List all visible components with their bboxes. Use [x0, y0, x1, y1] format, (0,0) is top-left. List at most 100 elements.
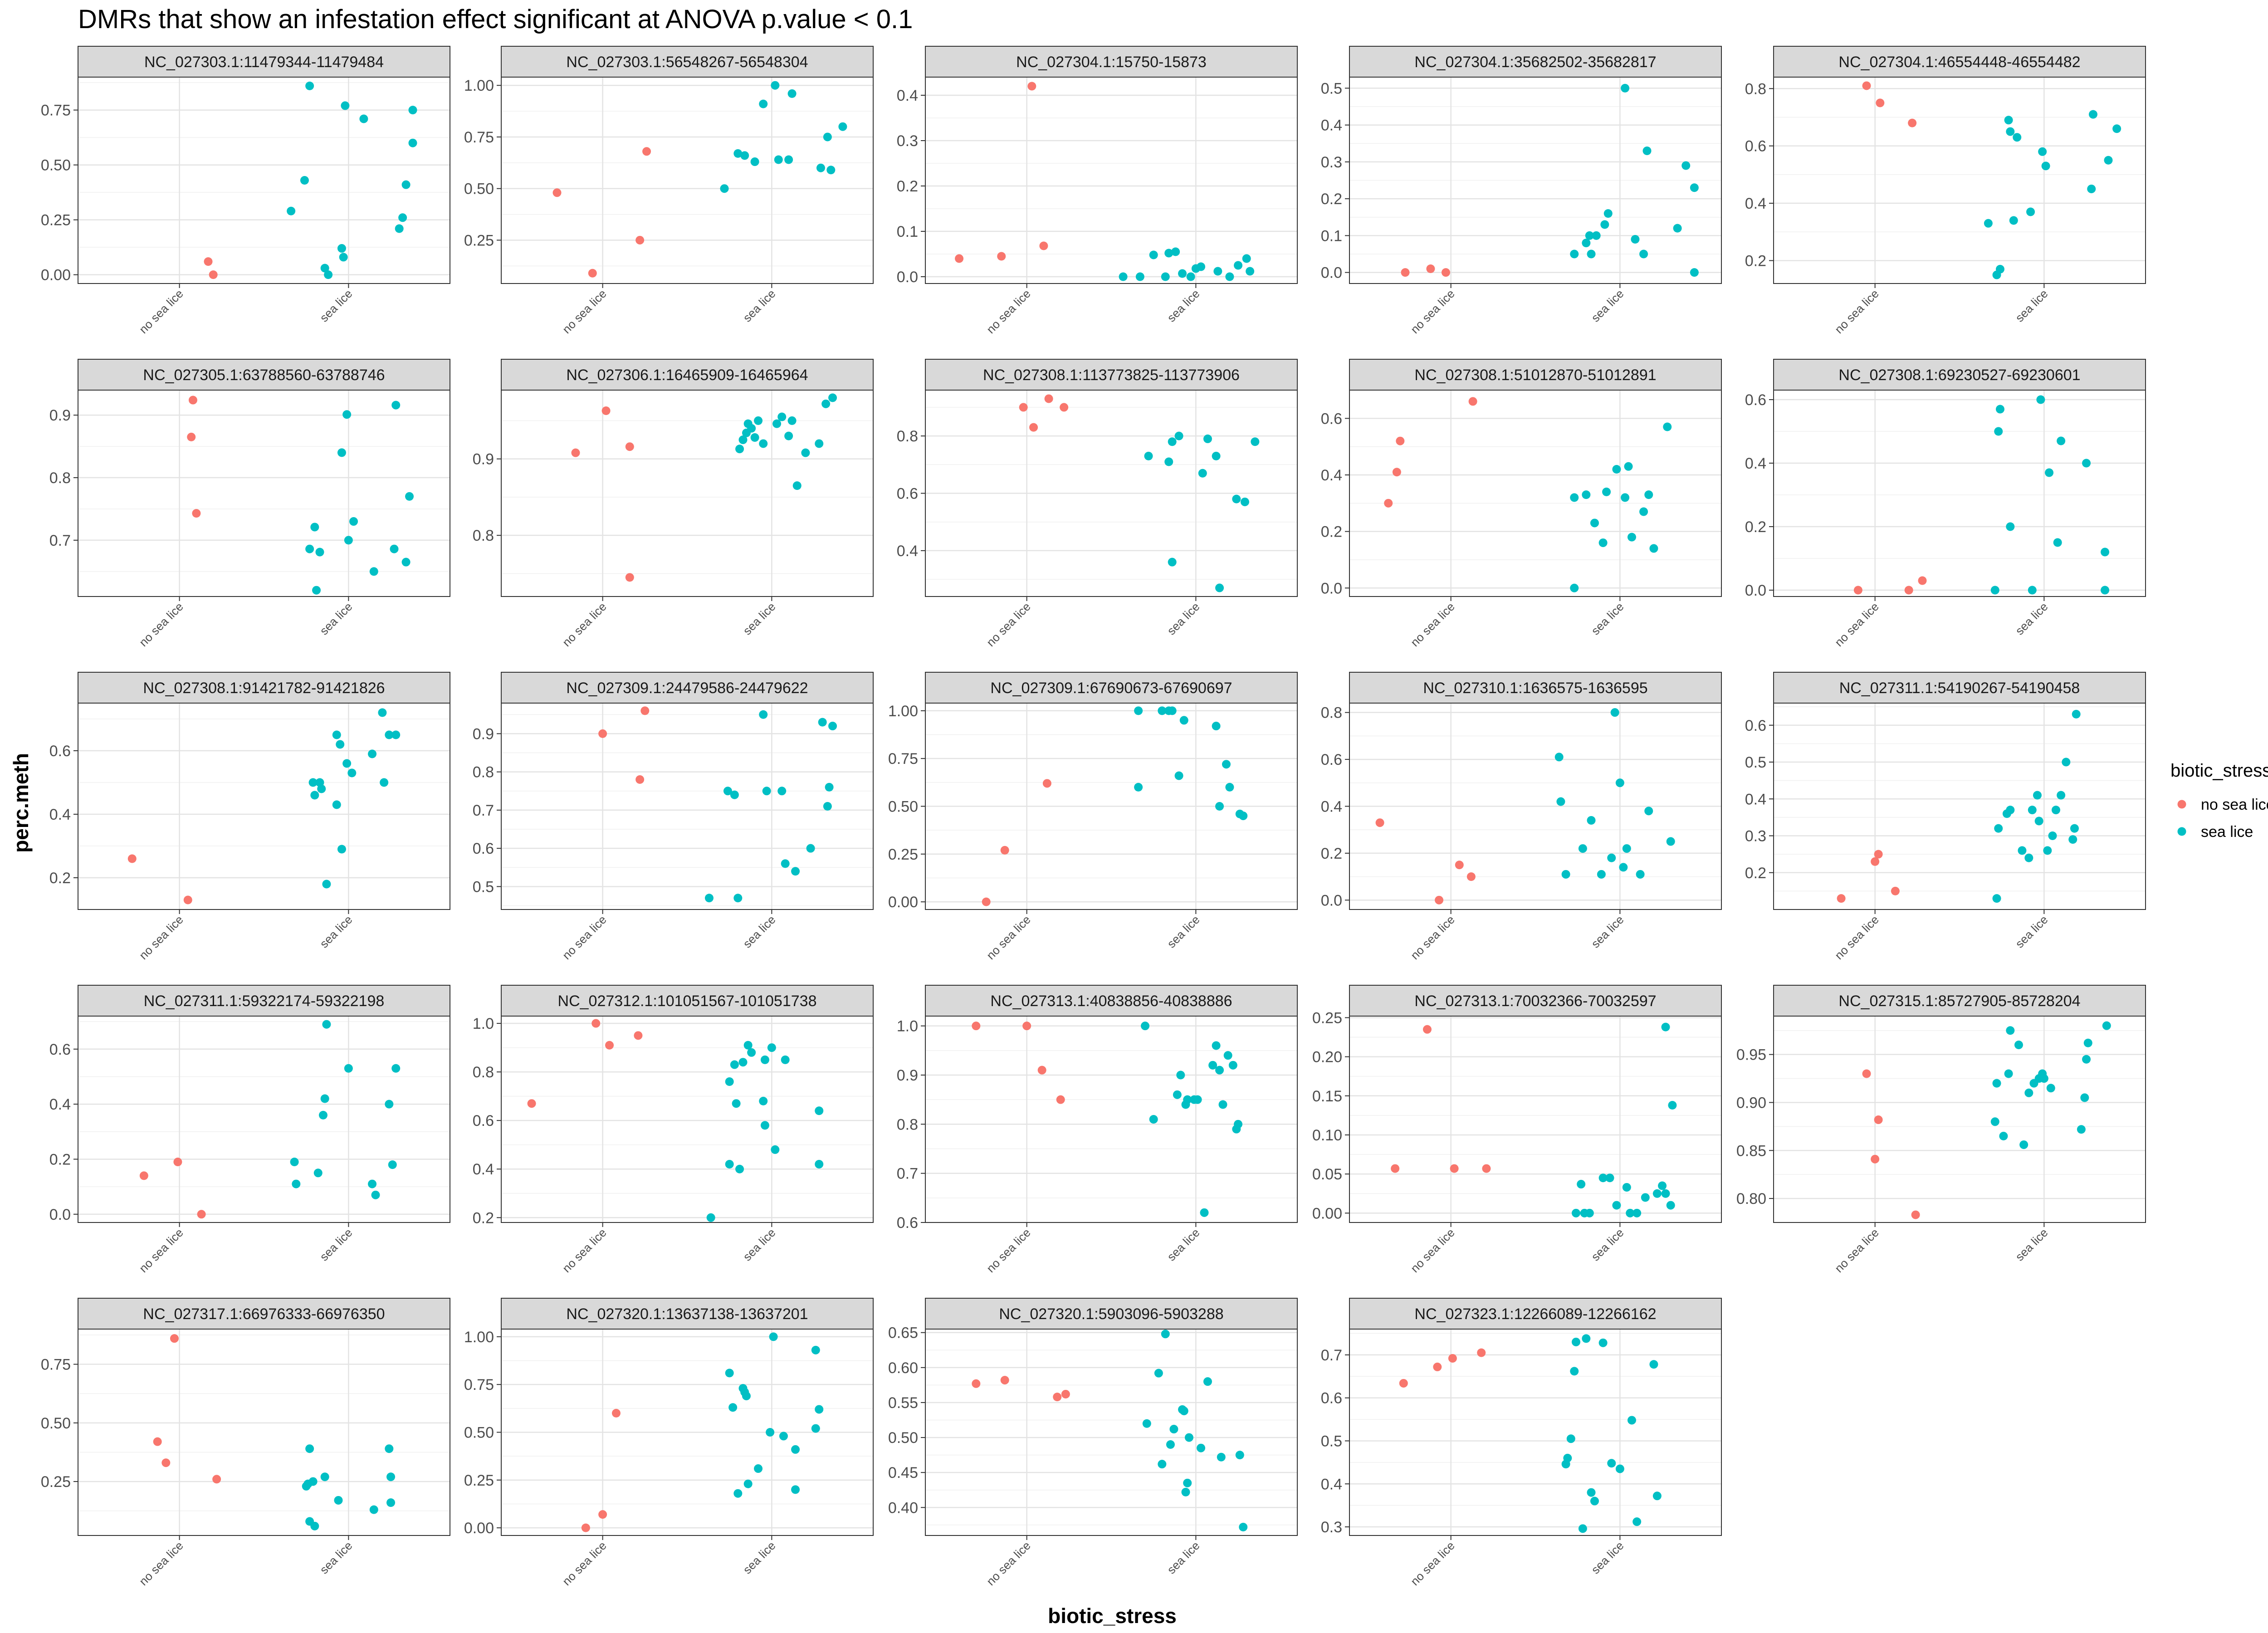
y-tick-label: 0.5	[1321, 80, 1342, 97]
panel-background	[925, 1329, 1297, 1535]
data-point	[1622, 844, 1631, 853]
data-point	[1158, 706, 1167, 715]
data-point	[766, 1428, 775, 1437]
data-point	[1141, 1022, 1150, 1031]
data-point	[1603, 209, 1613, 218]
data-point	[1212, 451, 1221, 460]
data-point	[308, 778, 318, 787]
y-tick-label: 0.20	[1312, 1049, 1342, 1066]
y-tick-label: 0.6	[897, 1214, 918, 1232]
y-tick-label: 0.6	[1745, 138, 1766, 155]
y-tick-label: 0.4	[1321, 798, 1342, 816]
data-point	[2033, 791, 2042, 800]
data-point	[313, 1169, 323, 1178]
data-point	[1181, 1487, 1190, 1496]
data-point	[1042, 779, 1051, 788]
data-point	[1056, 1095, 1065, 1104]
data-point	[1994, 824, 2003, 833]
data-point	[588, 269, 597, 278]
data-point	[1441, 268, 1450, 277]
data-point	[754, 416, 763, 425]
x-tick-label: sea lice	[740, 287, 778, 325]
data-point	[1563, 1453, 1572, 1462]
x-tick-label: no sea lice	[560, 1226, 609, 1275]
facet-strip	[501, 359, 874, 391]
data-point	[1239, 1522, 1248, 1531]
facet-strip-label: NC_027309.1:24479586-24479622	[566, 680, 808, 697]
facet-strip-label: NC_027311.1:54190267-54190458	[1839, 680, 2080, 697]
y-tick-label: 0.2	[1321, 523, 1342, 541]
facet-strip-label: NC_027308.1:51012870-51012891	[1414, 367, 1656, 384]
data-point	[1135, 272, 1144, 281]
data-point	[2036, 395, 2045, 404]
facet-strip	[78, 985, 450, 1017]
data-point	[1631, 235, 1640, 244]
data-point	[759, 1096, 768, 1105]
panel-border	[78, 703, 450, 910]
y-tick-label: 0.05	[1312, 1166, 1342, 1183]
data-point	[725, 1160, 734, 1169]
y-tick-label: 0.8	[1745, 80, 1766, 98]
y-tick-label: 0.2	[1745, 252, 1766, 269]
y-tick-label: 0.95	[1736, 1046, 1766, 1064]
data-point	[322, 880, 331, 889]
facet-strip	[501, 985, 874, 1017]
data-point	[791, 1445, 800, 1454]
data-point	[1570, 1367, 1579, 1376]
data-point	[317, 784, 326, 793]
data-point	[2051, 806, 2060, 815]
panel-border	[1349, 390, 1722, 597]
data-point	[571, 448, 580, 457]
data-point	[1652, 1491, 1662, 1501]
data-point	[2028, 586, 2037, 595]
x-tick-label: sea lice	[740, 600, 778, 638]
data-point	[1612, 465, 1621, 474]
x-tick-label: sea lice	[2013, 600, 2051, 638]
data-point	[781, 859, 790, 868]
data-point	[828, 722, 837, 731]
data-point	[305, 544, 314, 553]
panel-background	[1349, 1329, 1721, 1535]
y-tick-label: 0.50	[41, 1415, 71, 1432]
data-point	[982, 897, 991, 906]
data-point	[1200, 1208, 1209, 1217]
data-point	[1234, 1120, 1243, 1129]
data-point	[369, 567, 378, 576]
data-point	[811, 1345, 820, 1354]
data-point	[2004, 1069, 2013, 1078]
data-point	[1029, 423, 1038, 432]
data-point	[1251, 437, 1260, 446]
facet-panel: NC_027308.1:91421782-91421826 0.2 0.4 0.6 no…	[49, 672, 450, 962]
data-point	[310, 1521, 319, 1530]
data-point	[818, 718, 827, 727]
x-tick-label: sea lice	[1589, 600, 1627, 638]
data-point	[1587, 1488, 1596, 1497]
data-point	[733, 149, 743, 158]
data-point	[2041, 161, 2050, 171]
data-point	[2068, 835, 2077, 844]
data-point	[1225, 782, 1234, 792]
data-point	[1571, 1208, 1580, 1217]
data-point	[1242, 254, 1251, 263]
data-point	[598, 1510, 607, 1519]
y-tick-label: 0.00	[41, 267, 71, 284]
data-point	[378, 708, 387, 717]
data-point	[1590, 1496, 1599, 1506]
y-tick-label: 0.7	[1321, 1347, 1342, 1364]
data-point	[806, 844, 815, 853]
data-point	[1171, 247, 1180, 256]
data-point	[2057, 791, 2066, 800]
data-point	[2062, 758, 2071, 767]
data-point	[1228, 1061, 1237, 1070]
data-point	[1639, 249, 1648, 259]
data-point	[1134, 706, 1143, 715]
facet-panel: NC_027304.1:15750-15873 0.0 0.1 0.2 0.3 0.4 no…	[897, 46, 1298, 336]
x-tick-label: no sea lice	[1408, 913, 1457, 962]
data-point	[1240, 497, 1249, 506]
data-point	[322, 1020, 331, 1029]
facet-panel: NC_027303.1:56548267-56548304 0.25 0.50 0.7…	[464, 46, 874, 336]
y-tick-label: 0.25	[1312, 1009, 1342, 1027]
data-point	[1607, 853, 1616, 862]
data-point	[1636, 870, 1645, 879]
data-point	[1176, 1071, 1185, 1080]
